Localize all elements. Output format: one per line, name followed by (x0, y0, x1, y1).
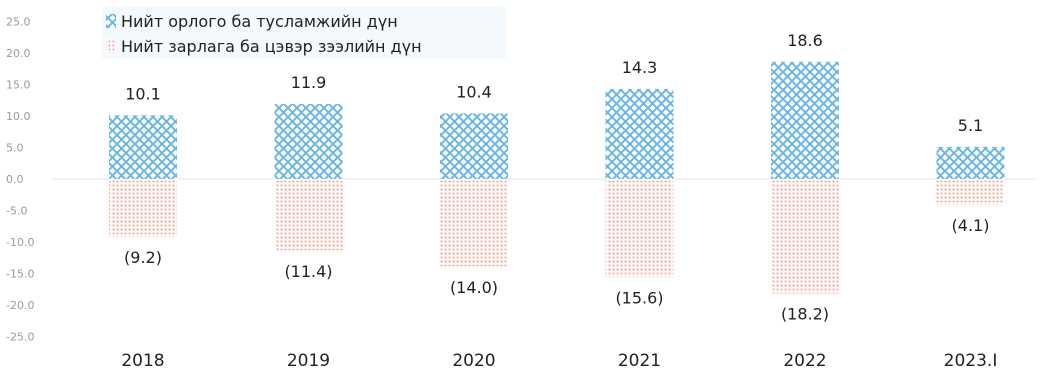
y-axis: 25.0 20.0 15.0 10.0 5.0 0.0 -5.0 -10.0 -15.0 -20.… (6, 16, 34, 344)
data-label-expense: (9.2) (124, 248, 162, 267)
data-label-income: 11.9 (291, 73, 327, 92)
x-tick-label: 2022 (783, 351, 826, 371)
data-label-expense: (11.4) (284, 262, 332, 281)
bar-income (109, 115, 177, 179)
y-tick-label: 0.0 (6, 173, 24, 186)
y-tick-label: 20.0 (6, 47, 31, 60)
bar-income (936, 146, 1005, 179)
bar-income (274, 104, 343, 179)
data-label-income: 5.1 (958, 116, 983, 135)
legend-label-income: Нийт орлого ба тусламжийн дүн (121, 12, 398, 31)
bar-expense (109, 179, 177, 237)
y-tick-label: -5.0 (6, 205, 27, 218)
x-tick-label: 2023.I (944, 351, 998, 371)
data-label-expense: (15.6) (615, 288, 663, 307)
y-tick-label: 15.0 (6, 79, 31, 92)
x-tick-label: 2020 (452, 351, 495, 371)
bar-income (771, 61, 839, 179)
y-tick-label: -15.0 (6, 268, 34, 281)
bar-expense (274, 179, 343, 251)
data-label-income: 18.6 (787, 31, 823, 50)
y-tick-label: 25.0 (6, 16, 31, 29)
y-tick-label: -10.0 (6, 236, 34, 249)
x-tick-label: 2021 (618, 351, 661, 371)
x-axis: 2018 2019 2020 2021 2022 2023.I (121, 351, 997, 371)
data-label-expense: (18.2) (781, 305, 829, 324)
bar-expense (440, 179, 508, 268)
bars (109, 61, 1005, 294)
legend-label-expense: Нийт зарлага ба цэвэр зээлийн дүн (121, 37, 422, 56)
data-label-expense: (14.0) (450, 278, 498, 297)
data-labels: 10.1 (9.2) 11.9 (11.4) 10.4 (14.0) 14.3 (15.6) 1… (124, 31, 989, 324)
legend: Нийт орлого ба тусламжийн дүн Нийт зарла… (102, 7, 506, 59)
data-label-income: 10.4 (456, 82, 492, 101)
y-tick-label: 5.0 (6, 142, 24, 155)
x-tick-label: 2019 (287, 351, 330, 371)
x-tick-label: 2018 (121, 351, 164, 371)
bar-expense (936, 179, 1005, 205)
data-label-income: 14.3 (622, 58, 658, 77)
y-tick-label: -20.0 (6, 299, 34, 312)
legend-swatch-income (106, 14, 116, 28)
y-tick-label: -25.0 (6, 331, 34, 344)
bar-income (440, 113, 508, 179)
bar-income (605, 88, 674, 179)
bar-expense (605, 179, 674, 278)
data-label-expense: (4.1) (952, 216, 990, 235)
data-label-income: 10.1 (125, 84, 161, 103)
y-tick-label: 10.0 (6, 110, 31, 123)
legend-background (102, 7, 506, 59)
legend-swatch-expense (106, 39, 116, 53)
bar-expense (771, 179, 839, 294)
